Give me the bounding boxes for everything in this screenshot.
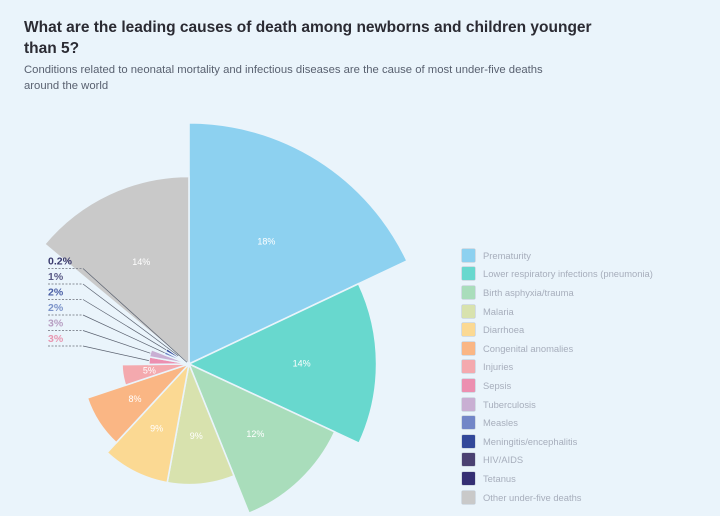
svg-text:2%: 2% xyxy=(48,302,64,314)
svg-text:12%: 12% xyxy=(246,429,264,439)
svg-text:14%: 14% xyxy=(132,257,150,267)
svg-text:3%: 3% xyxy=(48,333,64,345)
svg-text:0.2%: 0.2% xyxy=(48,256,73,268)
svg-text:5%: 5% xyxy=(143,366,156,376)
svg-text:3%: 3% xyxy=(48,318,64,330)
svg-text:9%: 9% xyxy=(190,431,203,441)
svg-text:9%: 9% xyxy=(150,424,163,434)
svg-text:18%: 18% xyxy=(257,237,275,247)
svg-text:14%: 14% xyxy=(293,359,311,369)
svg-text:8%: 8% xyxy=(128,394,141,404)
svg-text:2%: 2% xyxy=(48,287,64,299)
svg-text:1%: 1% xyxy=(48,271,64,283)
